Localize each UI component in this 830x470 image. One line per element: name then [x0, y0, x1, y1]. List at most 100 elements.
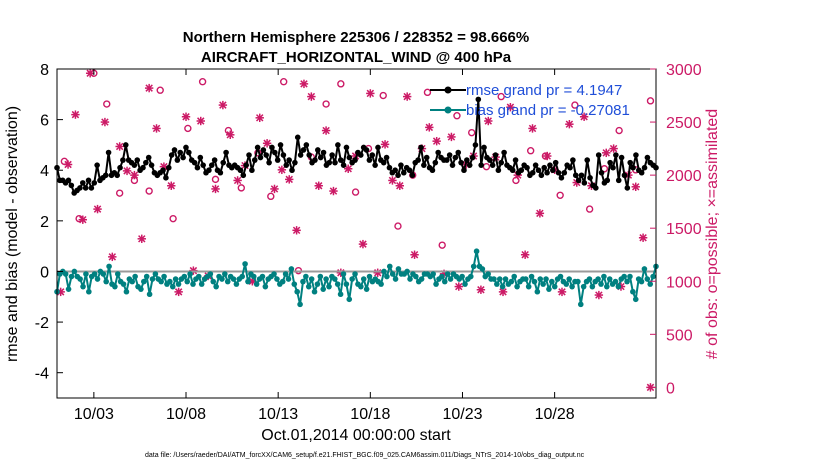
- bias-point: [169, 283, 176, 290]
- rmse-point: [395, 172, 401, 179]
- obs-possible-marker: [453, 111, 461, 120]
- bias-point: [242, 261, 248, 267]
- rmse-point: [177, 149, 184, 156]
- bias-point: [473, 248, 480, 255]
- bias-point: [138, 286, 144, 292]
- bias-point: [346, 296, 353, 303]
- bias-point: [563, 281, 570, 287]
- rmse-point: [581, 180, 588, 186]
- rmse-point: [91, 180, 98, 186]
- rmse-point: [455, 149, 462, 156]
- x-tick-label: 10/28: [535, 406, 575, 423]
- rmse-point: [220, 159, 227, 166]
- bias-point: [384, 273, 390, 280]
- obs-assimilated-marker: [211, 184, 220, 194]
- rmse-point: [572, 172, 579, 179]
- obs-assimilated-marker: [565, 119, 574, 129]
- rmse-point: [558, 175, 565, 181]
- obs-possible-marker: [467, 128, 476, 137]
- x-axis-label: Oct.01,2014 00:00:00 start: [261, 427, 451, 444]
- bias-point: [439, 273, 445, 280]
- rmse-point: [630, 164, 636, 171]
- rmse-point: [246, 152, 252, 158]
- y-axis-label-right: # of obs: o=possible; ×=assimilated: [704, 109, 721, 359]
- legend-rmse-label: rmse grand pr = 4.1947: [466, 82, 622, 99]
- bias-point: [300, 278, 306, 285]
- rmse-point: [627, 159, 634, 166]
- bias-point: [250, 273, 257, 280]
- obs-assimilated-marker: [255, 113, 264, 123]
- rmse-point: [68, 182, 75, 189]
- obs-assimilated-marker: [78, 215, 88, 224]
- bias-point: [363, 286, 370, 292]
- rmse-point: [547, 162, 553, 168]
- obs-assimilated-marker: [543, 151, 552, 161]
- obs-possible-marker: [322, 100, 330, 108]
- rmse-point: [380, 159, 387, 166]
- obs-possible-marker: [379, 91, 387, 100]
- obs-assimilated-marker: [638, 233, 648, 242]
- bias-point: [198, 281, 205, 287]
- rmse-point: [131, 162, 138, 168]
- y-right-tick-label: 0: [666, 380, 675, 397]
- obs-possible-marker: [115, 189, 124, 197]
- bias-point: [224, 278, 231, 285]
- bias-point: [569, 283, 575, 290]
- rmse-point: [254, 144, 261, 151]
- rmse-point: [550, 167, 556, 174]
- bias-point: [308, 276, 315, 282]
- obs-possible-marker: [646, 97, 655, 105]
- rmse-point: [286, 157, 292, 163]
- data-file-note: data file: /Users/raeder/DAI/ATM_forcXX/…: [145, 452, 585, 459]
- bias-point: [303, 273, 309, 280]
- obs-possible-marker: [482, 162, 491, 171]
- obs-assimilated-marker: [108, 252, 117, 262]
- bias-point: [253, 281, 260, 287]
- bias-point: [650, 273, 656, 280]
- bias-point: [187, 271, 193, 277]
- x-tick-label: 10/13: [258, 406, 298, 423]
- rmse-point: [421, 162, 427, 168]
- x-tick-label: 10/18: [350, 406, 390, 423]
- bias-point: [644, 276, 651, 282]
- bias-point: [630, 288, 636, 295]
- rmse-point: [641, 164, 648, 171]
- obs-possible-marker: [211, 175, 220, 184]
- rmse-point: [406, 167, 413, 174]
- bias-point: [181, 273, 188, 280]
- bias-point: [549, 278, 555, 285]
- bias-point: [233, 281, 240, 287]
- bias-point: [389, 271, 396, 277]
- y-right-tick-label: 1000: [666, 274, 702, 291]
- rmse-point: [481, 144, 487, 151]
- rmse-point: [297, 152, 304, 158]
- bias-point: [381, 268, 387, 275]
- rmse-point: [624, 185, 631, 191]
- obs-assimilated-marker: [366, 89, 375, 98]
- x-tick-label: 10/08: [166, 406, 206, 423]
- obs-assimilated-marker: [454, 282, 463, 291]
- rmse-point: [272, 149, 278, 156]
- bias-point: [94, 276, 101, 282]
- bias-point: [433, 281, 439, 287]
- rmse-point: [194, 164, 201, 171]
- bias-point: [91, 271, 98, 277]
- obs-possible-marker: [103, 100, 111, 108]
- rmse-point: [552, 159, 559, 166]
- bias-point: [378, 281, 384, 287]
- bias-point: [496, 276, 503, 282]
- bias-point: [161, 273, 167, 280]
- bias-point: [586, 276, 593, 282]
- rmse-point: [168, 152, 175, 158]
- obs-assimilated-marker: [321, 126, 331, 135]
- rmse-point: [524, 164, 530, 171]
- bias-point: [531, 278, 538, 285]
- rmse-point: [529, 169, 536, 176]
- legend-bias-label: bias grand pr = -0.27081: [466, 102, 630, 119]
- bias-point: [213, 283, 219, 290]
- rmse-point: [449, 162, 456, 168]
- rmse-point: [383, 154, 390, 161]
- bias-point: [294, 288, 300, 295]
- obs-assimilated-marker: [174, 287, 183, 297]
- bias-point: [80, 283, 86, 290]
